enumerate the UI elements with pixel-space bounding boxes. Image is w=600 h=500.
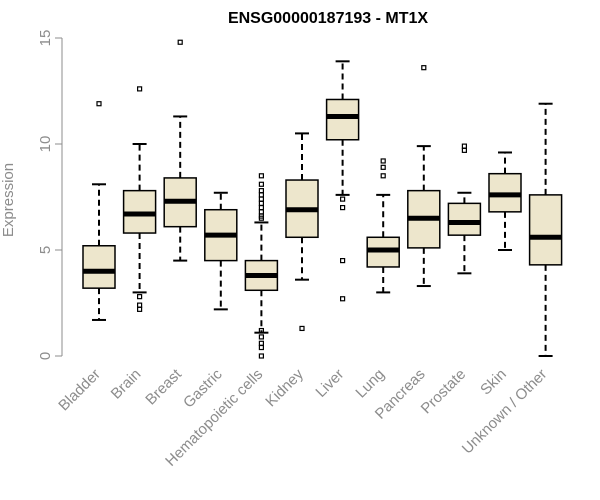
box-liver <box>325 60 360 302</box>
outlier-point <box>258 353 264 359</box>
x-tick-label: Kidney <box>262 365 307 410</box>
y-tick-label: 0 <box>37 352 54 360</box>
outlier-point <box>340 205 346 211</box>
box-unknown-other <box>528 102 563 357</box>
box-iqr <box>528 194 563 266</box>
outlier-point <box>299 325 305 332</box>
box-prostate <box>447 143 482 275</box>
x-tick-label: Breast <box>142 365 185 408</box>
outlier-point <box>380 164 386 170</box>
x-tick-label: Brain <box>108 366 145 403</box>
y-tick-label: 10 <box>37 136 54 153</box>
box-iqr <box>82 245 116 289</box>
outlier-point <box>258 200 264 206</box>
chart-title: ENSG00000187193 - MT1X <box>228 10 428 27</box>
y-axis-label: Expression <box>0 163 17 237</box>
outlier-point <box>137 294 143 300</box>
outlier-point <box>258 181 264 187</box>
outlier-point <box>380 173 386 179</box>
outlier-point <box>340 296 346 302</box>
outlier-point <box>258 192 264 198</box>
outlier-point <box>461 147 467 153</box>
box-pancreas <box>407 65 441 288</box>
outlier-point <box>258 344 264 351</box>
outlier-point <box>137 302 143 308</box>
outlier-point <box>258 340 264 346</box>
outlier-point <box>340 196 346 202</box>
y-axis: 0 5 10 15 <box>37 30 63 360</box>
box-bladder <box>82 101 116 321</box>
outlier-point <box>461 143 467 149</box>
box-iqr <box>447 202 482 236</box>
x-tick-label: Lung <box>352 366 388 402</box>
y-tick-label: 5 <box>37 246 54 254</box>
outlier-point <box>258 209 264 215</box>
outlier-point <box>258 205 264 211</box>
box-lung <box>366 158 400 294</box>
box-breast <box>163 39 197 262</box>
x-tick-label: Skin <box>477 366 510 399</box>
outlier-point <box>137 86 143 92</box>
y-tick-label: 15 <box>37 30 54 47</box>
outlier-point <box>258 173 264 179</box>
outlier-point <box>421 65 427 71</box>
outlier-point <box>258 188 264 194</box>
outlier-point <box>258 334 264 340</box>
box-brain <box>122 86 157 312</box>
x-tick-label: Prostate <box>418 366 470 418</box>
outlier-point <box>96 101 102 107</box>
outlier-point <box>340 258 346 264</box>
outlier-point <box>137 306 143 312</box>
box-hematopoietic-cells <box>244 173 279 359</box>
box-kidney <box>285 132 319 332</box>
outlier-point <box>258 196 264 202</box>
outlier-point <box>258 327 264 334</box>
box-gastric <box>204 191 238 311</box>
x-tick-label: Liver <box>312 366 347 401</box>
outlier-point <box>177 39 183 45</box>
box-skin <box>488 151 522 251</box>
box-plot-area <box>82 39 563 359</box>
outlier-point <box>380 158 386 164</box>
box-iqr <box>325 98 360 141</box>
x-tick-label: Bladder <box>55 366 104 415</box>
